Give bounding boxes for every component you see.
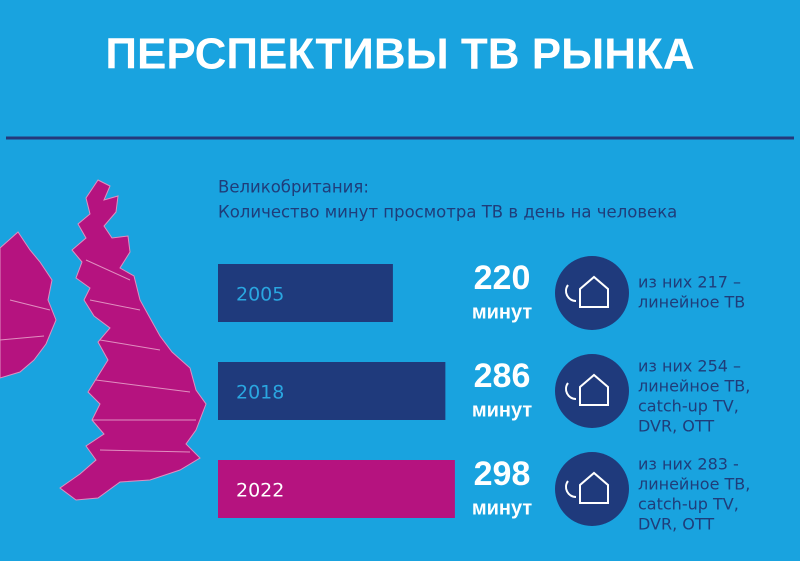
icon-dish <box>565 382 577 400</box>
note: catch-up TV, <box>638 397 739 416</box>
icon-house <box>579 471 609 504</box>
category-label: 2005 <box>236 284 284 306</box>
value-label: 220 <box>474 259 531 297</box>
icon-house <box>579 275 609 308</box>
value-label: 298 <box>474 455 531 493</box>
bar <box>218 264 393 322</box>
icon <box>555 452 629 526</box>
note: линейное ТВ, <box>638 475 750 494</box>
note: из них 217 – <box>638 273 741 292</box>
note: DVR, OTT <box>638 417 714 436</box>
note: линейное ТВ, <box>638 377 750 396</box>
unit-label: минут <box>472 399 533 421</box>
icon <box>555 354 629 428</box>
note: линейное ТВ <box>638 293 745 312</box>
note: из них 254 – <box>638 357 741 376</box>
icon-circle <box>555 452 629 526</box>
bar <box>218 362 446 420</box>
icon <box>555 256 629 330</box>
icon-house <box>579 373 609 406</box>
category-label: 2018 <box>236 382 284 404</box>
note: catch-up TV, <box>638 495 739 514</box>
icon-circle <box>555 256 629 330</box>
chart-title: ПЕРСПЕКТИВЫ ТВ РЫНКА <box>105 30 694 79</box>
unit-label: минут <box>472 301 533 323</box>
note: DVR, OTT <box>638 515 714 534</box>
subtitle: Количество минут просмотра ТВ в день на … <box>218 203 677 222</box>
icon-dish <box>565 284 577 302</box>
bar <box>218 460 455 518</box>
category-label: 2022 <box>236 480 284 502</box>
unit-label: минут <box>472 497 533 519</box>
note: из них 283 - <box>638 455 739 474</box>
icon-dish <box>565 480 577 498</box>
icon-circle <box>555 354 629 428</box>
map <box>0 179 207 501</box>
subtitle: Великобритания: <box>218 178 369 197</box>
value-label: 286 <box>474 357 531 395</box>
